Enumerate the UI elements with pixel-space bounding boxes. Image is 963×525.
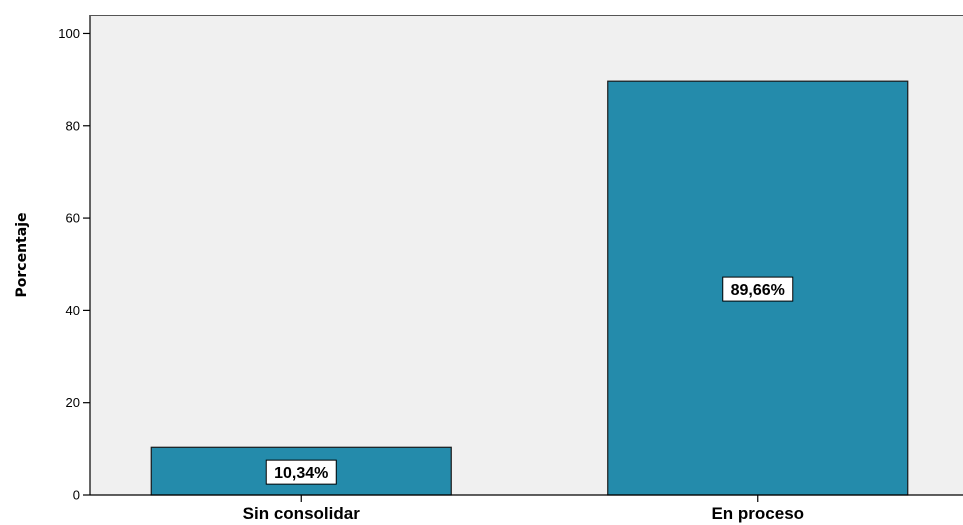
y-ticks: 0 20 40 60 80 100	[58, 26, 90, 503]
y-tick-label: 100	[58, 26, 80, 41]
x-tick-label: En proceso	[711, 504, 804, 523]
y-tick-label: 80	[66, 118, 80, 133]
y-tick-label: 60	[66, 211, 80, 226]
x-tick-label: Sin consolidar	[243, 504, 361, 523]
x-ticks: Sin consolidar En proceso	[243, 495, 804, 523]
data-label: 10,34%	[274, 465, 328, 482]
data-label-box	[722, 276, 794, 302]
data-label-box	[265, 459, 337, 485]
data-labels: 10,34% 89,66%	[265, 276, 794, 485]
axes-layer	[89, 15, 963, 496]
y-tick-label: 40	[66, 303, 80, 318]
data-label: 89,66%	[731, 282, 785, 299]
y-tick-label: 0	[73, 488, 80, 503]
y-axis-title: Porcentaje	[14, 213, 30, 298]
y-tick-label: 20	[66, 395, 80, 410]
